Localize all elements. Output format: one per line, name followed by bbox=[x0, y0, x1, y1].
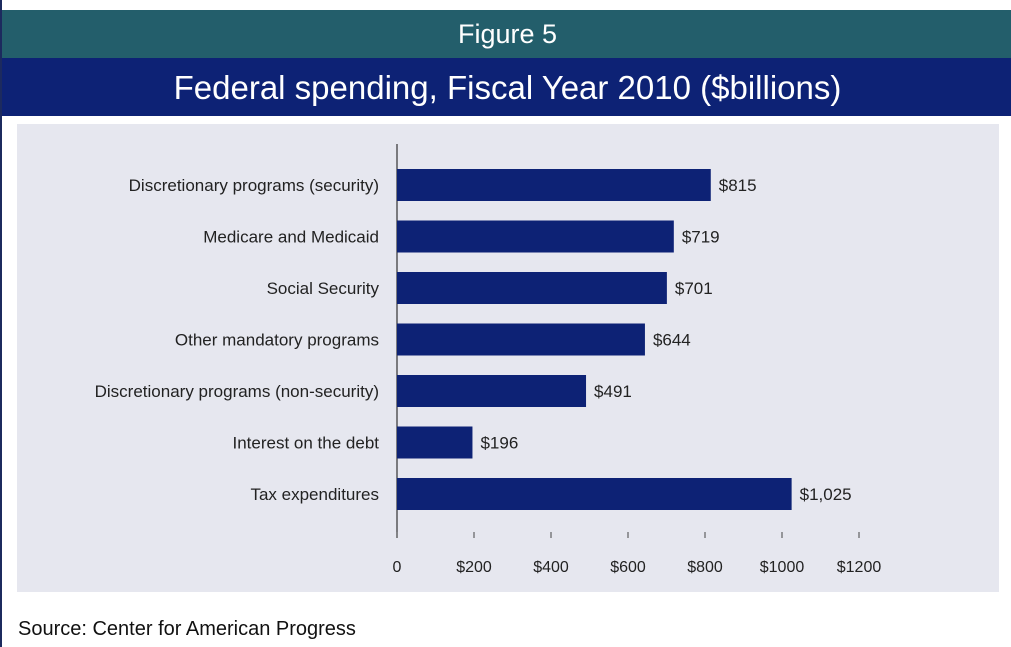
x-tick-label: $600 bbox=[610, 559, 646, 576]
data-label: $491 bbox=[594, 382, 632, 401]
bar bbox=[397, 220, 674, 253]
figure-label: Figure 5 bbox=[2, 10, 1011, 58]
category-label: Interest on the debt bbox=[233, 434, 380, 453]
x-tick-label: $1200 bbox=[837, 559, 882, 576]
category-label: Discretionary programs (security) bbox=[129, 176, 379, 195]
x-tick-label: 0 bbox=[393, 559, 402, 576]
data-label: $1,025 bbox=[800, 485, 852, 504]
chart-panel: Discretionary programs (security) $815 Med… bbox=[17, 124, 999, 592]
x-tick-label: $800 bbox=[687, 559, 723, 576]
chart-title: Federal spending, Fiscal Year 2010 ($bil… bbox=[2, 58, 1011, 116]
x-tick-label: $400 bbox=[533, 559, 569, 576]
bar-chart: Discretionary programs (security) $815 Med… bbox=[95, 144, 882, 576]
bar bbox=[397, 478, 792, 510]
data-label: $815 bbox=[719, 176, 757, 195]
category-label: Discretionary programs (non-security) bbox=[95, 382, 379, 401]
bar bbox=[397, 272, 667, 304]
category-label: Other mandatory programs bbox=[175, 331, 379, 350]
bar bbox=[397, 169, 711, 201]
data-label: $719 bbox=[682, 228, 720, 247]
category-label: Medicare and Medicaid bbox=[203, 228, 379, 247]
category-label: Social Security bbox=[267, 279, 380, 298]
bar bbox=[397, 375, 587, 407]
x-tick-label: $1000 bbox=[760, 559, 805, 576]
category-label: Tax expenditures bbox=[250, 485, 379, 504]
source-note: Source: Center for American Progress bbox=[18, 618, 356, 640]
data-label: $196 bbox=[480, 434, 518, 453]
bar bbox=[397, 426, 473, 459]
data-label: $644 bbox=[653, 331, 691, 350]
x-tick-label: $200 bbox=[456, 559, 492, 576]
data-label: $701 bbox=[675, 279, 713, 298]
bar bbox=[397, 323, 645, 356]
